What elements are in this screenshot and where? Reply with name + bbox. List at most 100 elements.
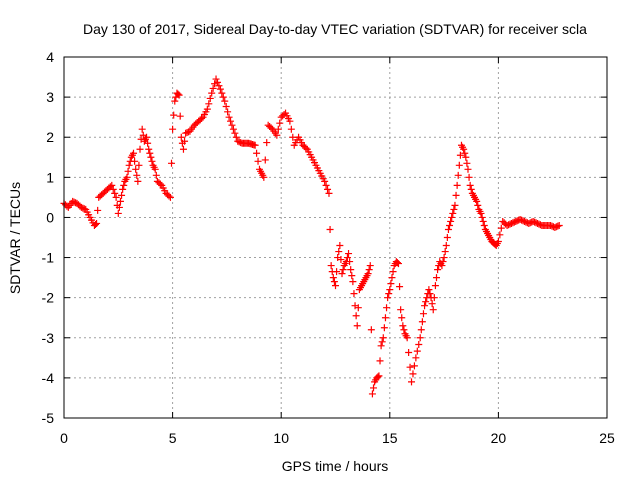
data-point — [353, 322, 361, 330]
grid — [64, 57, 607, 418]
plot-frame — [63, 56, 608, 419]
data-point — [496, 231, 504, 239]
data-point — [120, 181, 128, 189]
data-point — [422, 298, 430, 306]
data-point — [144, 139, 152, 147]
data-point — [434, 266, 442, 274]
data-point — [260, 173, 268, 181]
data-point — [169, 125, 177, 133]
data-point — [377, 342, 385, 350]
data-point — [225, 113, 233, 121]
data-point — [156, 180, 164, 188]
data-point — [364, 270, 372, 278]
chart-title: Day 130 of 2017, Sidereal Day-to-day VTE… — [83, 21, 587, 37]
data-point — [398, 314, 406, 322]
data-point — [347, 266, 355, 274]
data-point — [494, 238, 502, 246]
data-point — [354, 304, 362, 312]
data-point — [253, 149, 261, 157]
y-tick-label: 0 — [46, 209, 54, 225]
data-point — [213, 78, 221, 86]
data-point — [419, 310, 427, 318]
data-point — [335, 248, 343, 256]
data-point — [346, 258, 354, 266]
y-tick-label: 3 — [46, 89, 54, 105]
data-point — [418, 318, 426, 326]
data-point — [352, 312, 360, 320]
data-point — [415, 340, 423, 348]
data-point — [219, 93, 227, 101]
data-point — [215, 82, 223, 90]
x-axis-label: GPS time / hours — [282, 458, 389, 474]
data-point — [555, 221, 563, 229]
data-point — [326, 225, 334, 233]
data-point — [216, 85, 224, 93]
y-tick-label: -5 — [42, 410, 55, 426]
data-point — [452, 191, 460, 199]
y-tick-label: -4 — [42, 370, 55, 386]
data-point — [212, 75, 220, 83]
data-point — [387, 280, 395, 288]
data-point — [466, 181, 474, 189]
data-point — [333, 268, 341, 276]
data-point — [123, 173, 131, 181]
data-point — [274, 125, 282, 133]
data-point — [454, 171, 462, 179]
data-point — [474, 201, 482, 209]
data-point — [405, 348, 413, 356]
data-point — [218, 89, 226, 97]
data-point — [125, 161, 133, 169]
data-point — [403, 334, 411, 342]
data-point — [497, 224, 505, 232]
data-point — [175, 91, 183, 99]
data-point — [134, 177, 142, 185]
data-point — [431, 282, 439, 290]
data-point — [286, 117, 294, 125]
data-point — [209, 84, 217, 92]
x-tick-label: 25 — [599, 430, 615, 446]
data-point — [412, 354, 420, 362]
data-point — [381, 314, 389, 322]
data-point — [133, 171, 141, 179]
data-point — [222, 102, 230, 110]
data-point — [465, 173, 473, 181]
data-point — [115, 203, 123, 211]
data-point — [366, 262, 374, 270]
data-point — [446, 221, 454, 229]
data-point — [376, 357, 384, 365]
data-point — [389, 268, 397, 276]
data-point — [430, 294, 438, 302]
data-point — [447, 217, 455, 225]
data-point — [130, 149, 138, 157]
data-point — [287, 125, 295, 133]
data-point — [168, 159, 176, 167]
data-point — [453, 181, 461, 189]
data-point — [409, 370, 417, 378]
data-point — [338, 270, 346, 278]
data-point — [477, 209, 485, 217]
data-point — [451, 201, 459, 209]
data-point — [463, 159, 471, 167]
data-point — [254, 157, 262, 165]
y-axis-label: SDTVAR / TECUs — [7, 182, 23, 294]
data-point — [348, 272, 356, 280]
data-point — [206, 94, 214, 102]
data-point — [455, 161, 463, 169]
data-point — [224, 108, 232, 116]
data-point — [91, 220, 99, 228]
x-tick-label: 0 — [60, 430, 68, 446]
data-point — [441, 248, 449, 256]
x-tick-label: 20 — [491, 430, 507, 446]
data-point — [393, 259, 401, 267]
data-point — [450, 205, 458, 213]
data-point — [421, 302, 429, 310]
data-point — [400, 326, 408, 334]
data-point — [229, 125, 237, 133]
data-point — [166, 193, 174, 201]
data-point — [135, 161, 143, 169]
data-point — [554, 222, 562, 230]
data-point — [329, 274, 337, 282]
data-point — [365, 266, 373, 274]
data-point — [383, 304, 391, 312]
